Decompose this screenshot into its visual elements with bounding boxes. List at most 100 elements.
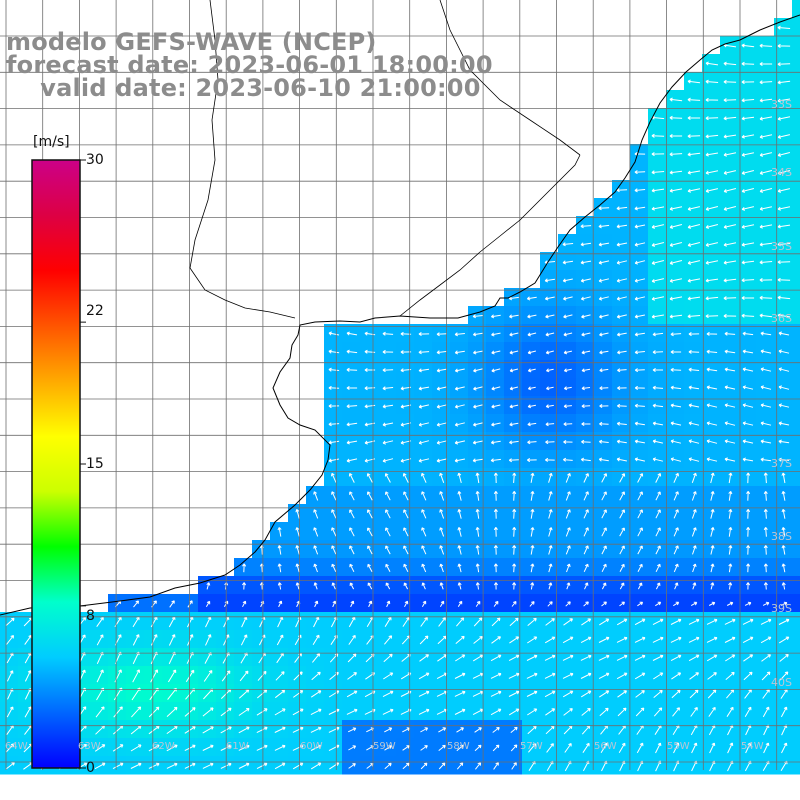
wind-arrow: [403, 527, 409, 537]
wind-arrow: [670, 636, 682, 643]
wind-arrow: [508, 654, 520, 662]
wind-arrow: [651, 133, 665, 138]
wind-arrow: [634, 457, 646, 462]
speed-cell: [702, 720, 721, 739]
lon-label-59w: 59W: [373, 741, 396, 752]
wind-arrow: [778, 421, 790, 426]
speed-cell: [468, 594, 487, 613]
wind-arrow: [687, 206, 701, 211]
wind-arrow: [724, 331, 736, 336]
wind-arrow: [583, 601, 589, 607]
speed-cell: [288, 738, 307, 757]
speed-cell: [684, 756, 703, 775]
wind-arrow: [421, 563, 427, 573]
speed-cell: [648, 108, 667, 127]
speed-cell: [792, 450, 800, 469]
speed-cell: [666, 504, 685, 523]
wind-arrow: [527, 332, 537, 337]
speed-cell: [468, 504, 487, 523]
speed-cell: [648, 576, 667, 595]
speed-cell: [738, 432, 757, 451]
speed-cell: [216, 630, 235, 649]
wind-arrow: [655, 527, 661, 537]
wind-arrow: [96, 669, 104, 683]
wind-arrow: [563, 439, 573, 445]
speed-cell: [270, 720, 289, 739]
speed-cell: [756, 252, 775, 271]
wind-arrow: [781, 742, 788, 754]
speed-cell: [504, 702, 523, 721]
wind-arrow: [634, 672, 646, 680]
speed-cell: [540, 720, 559, 739]
speed-cell: [486, 378, 505, 397]
wind-arrow: [759, 116, 773, 121]
wind-arrow: [741, 116, 755, 121]
speed-cell: [648, 162, 667, 181]
speed-cell: [450, 468, 469, 487]
speed-cell: [540, 360, 559, 379]
speed-cell: [486, 576, 505, 595]
wind-arrow: [726, 601, 734, 606]
speed-cell: [720, 702, 739, 721]
speed-cell: [756, 306, 775, 325]
speed-cell: [162, 738, 181, 757]
speed-cell: [540, 540, 559, 559]
wind-arrow: [562, 672, 574, 679]
wind-arrow: [742, 421, 754, 426]
speed-cell: [684, 198, 703, 217]
wind-arrow: [580, 224, 592, 229]
speed-cell: [558, 558, 577, 577]
wind-arrow: [759, 277, 773, 283]
wind-arrow: [508, 690, 520, 697]
speed-cell: [432, 450, 451, 469]
speed-cell: [342, 450, 361, 469]
speed-cell: [252, 630, 271, 649]
wind-arrow: [418, 458, 430, 463]
speed-cell: [558, 504, 577, 523]
wind-arrow: [670, 403, 682, 408]
wind-arrow: [382, 422, 394, 427]
speed-cell: [702, 72, 721, 91]
wind-arrow: [708, 601, 716, 606]
speed-cell: [774, 756, 793, 775]
wind-arrow: [705, 206, 719, 211]
speed-cell: [270, 594, 289, 613]
speed-cell: [756, 36, 775, 55]
speed-cell: [558, 702, 577, 721]
speed-cell: [252, 540, 271, 559]
speed-cell: [774, 702, 793, 721]
wind-arrow: [454, 672, 466, 679]
speed-cell: [684, 540, 703, 559]
speed-cell: [666, 702, 685, 721]
wind-arrow: [598, 206, 610, 211]
wind-arrow: [741, 260, 755, 265]
speed-cell: [594, 558, 613, 577]
speed-cell: [414, 450, 433, 469]
wind-arrow: [184, 726, 196, 734]
wind-arrow: [778, 636, 790, 644]
wind-arrow: [436, 440, 448, 445]
speed-cell: [486, 702, 505, 721]
wind-arrow: [564, 743, 572, 753]
speed-cell: [558, 666, 577, 685]
speed-cell: [234, 738, 253, 757]
wind-arrow: [563, 350, 573, 355]
wind-arrow: [669, 133, 683, 139]
wind-arrow: [673, 472, 679, 483]
wind-arrow: [472, 332, 483, 337]
speed-cell: [522, 540, 541, 559]
speed-cell: [702, 432, 721, 451]
wind-arrow: [493, 582, 499, 590]
wind-arrow: [777, 277, 791, 282]
wind-arrow: [509, 440, 519, 445]
wind-arrow: [710, 582, 715, 590]
lat-label-36s: 36S: [771, 312, 792, 325]
speed-cell: [738, 216, 757, 235]
wind-arrow: [295, 509, 300, 519]
speed-cell: [612, 378, 631, 397]
speed-cell: [396, 432, 415, 451]
wind-arrow: [256, 762, 268, 770]
wind-arrow: [688, 349, 700, 354]
lon-label-61w: 61W: [226, 741, 249, 752]
wind-arrow: [690, 707, 698, 717]
